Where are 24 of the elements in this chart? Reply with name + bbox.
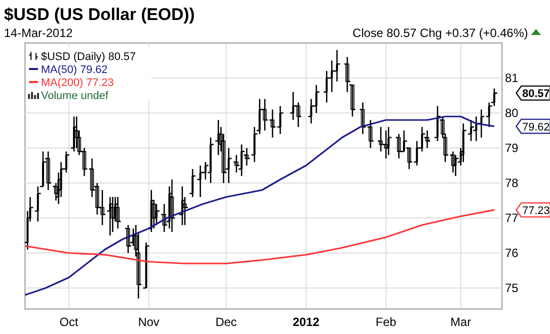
y-tick-label: 81: [505, 71, 519, 85]
y-tick-label: 75: [505, 281, 519, 295]
x-tick-label: Feb: [376, 315, 397, 329]
legend-label: $USD (Daily) 80.57: [41, 51, 136, 63]
y-tick-label: 77: [505, 211, 519, 225]
legend-label: MA(200) 77.23: [41, 77, 114, 89]
x-tick-label: Oct: [59, 315, 79, 329]
chart-subtitle: 14-Mar-2012: [4, 26, 74, 40]
x-tick-label: Nov: [138, 315, 160, 329]
text: Close 80.57 Chg +0.37 (+0.46%): [352, 26, 528, 40]
y-tick-label: 80: [505, 106, 519, 120]
annotation: Volume undef: [41, 90, 110, 102]
y-tick-label: 76: [505, 246, 519, 260]
annotation: 77.23: [522, 204, 550, 217]
chart-title: $USD (US Dollar (EOD)): [4, 5, 195, 24]
y-tick-label: 78: [505, 176, 519, 190]
x-tick-label: Mar: [450, 315, 472, 329]
x-tick-label: Dec: [215, 315, 237, 329]
y-tick-label: 79: [505, 141, 519, 155]
line-series: [24, 209, 496, 264]
x-tick-label: 2012: [292, 315, 320, 329]
annotation: 80.57: [522, 88, 550, 100]
annotation: 79.62: [522, 121, 550, 134]
legend-label: MA(50) 79.62: [41, 64, 108, 76]
